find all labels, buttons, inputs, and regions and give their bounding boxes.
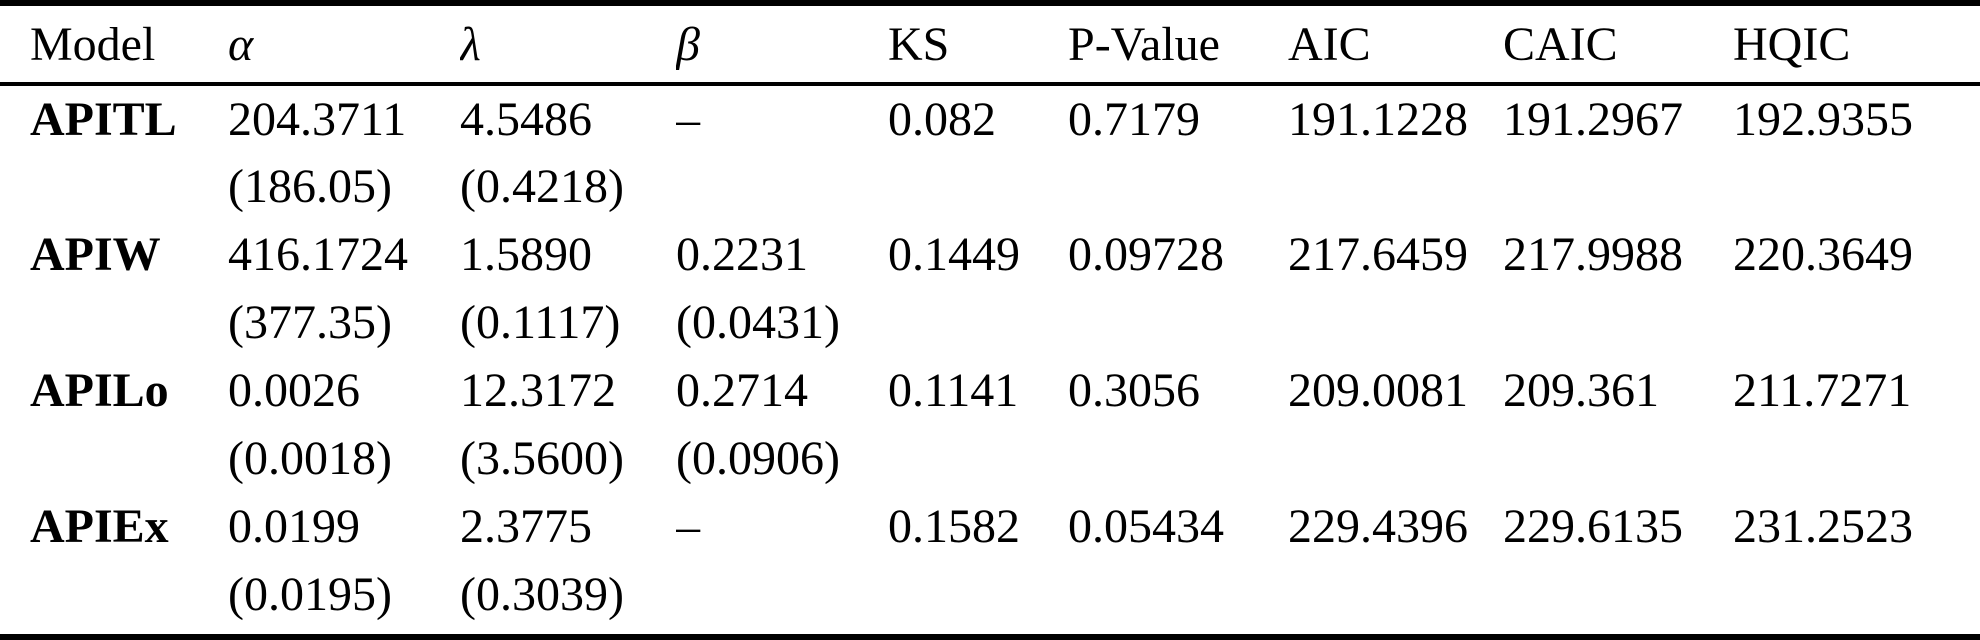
cell-empty (1068, 560, 1288, 628)
col-header-hqic: HQIC (1733, 6, 1980, 86)
cell-alpha-estimate: 0.0199 (228, 499, 360, 553)
cell-lambda-se: (3.5600) (460, 431, 624, 485)
model-name: APITL (30, 92, 177, 146)
cell-lambda-estimate: 2.3775 (460, 499, 592, 553)
cell-empty (1503, 560, 1733, 628)
cell-caic: 217.9988 (1503, 227, 1683, 281)
row-apilo-standard-errors: (0.0018) (3.5600) (0.0906) (0, 424, 1980, 492)
cell-pvalue: 0.7179 (1068, 92, 1200, 146)
cell-beta-se: (0.0906) (676, 431, 840, 485)
cell-ks: 0.1449 (888, 227, 1020, 281)
cell-lambda-se: (0.4218) (460, 159, 624, 213)
cell-empty (1733, 152, 1980, 220)
col-header-pvalue: P-Value (1068, 6, 1288, 86)
cell-lambda-se: (0.3039) (460, 567, 624, 621)
cell-pvalue: 0.09728 (1068, 227, 1224, 281)
cell-empty (888, 152, 1068, 220)
row-apitl-estimates: APITL 204.3711 4.5486 – 0.082 0.7179 191… (0, 84, 1980, 152)
cell-empty (0, 152, 228, 220)
cell-caic: 209.361 (1503, 363, 1659, 417)
cell-hqic: 220.3649 (1733, 227, 1913, 281)
cell-empty (1288, 288, 1503, 356)
row-apiw-estimates: APIW 416.1724 1.5890 0.2231 0.1449 0.097… (0, 220, 1980, 288)
cell-pvalue: 0.05434 (1068, 499, 1224, 553)
cell-alpha-se: (0.0018) (228, 431, 392, 485)
cell-empty (1733, 560, 1980, 628)
cell-beta-estimate: 0.2714 (676, 363, 808, 417)
cell-lambda-estimate: 4.5486 (460, 92, 592, 146)
col-header-alpha: α (228, 6, 460, 86)
cell-empty (1068, 152, 1288, 220)
cell-empty (888, 288, 1068, 356)
cell-empty (888, 424, 1068, 492)
col-header-beta: β (676, 6, 888, 86)
cell-aic: 209.0081 (1288, 363, 1468, 417)
cell-beta-se (676, 152, 888, 220)
cell-empty (1503, 152, 1733, 220)
cell-beta-se (676, 560, 888, 628)
cell-beta-se: (0.0431) (676, 295, 840, 349)
cell-empty (0, 424, 228, 492)
cell-empty (1068, 288, 1288, 356)
cell-empty (1503, 424, 1733, 492)
cell-aic: 229.4396 (1288, 499, 1468, 553)
cell-lambda-estimate: 1.5890 (460, 227, 592, 281)
model-name: APILo (30, 363, 169, 417)
header-row: Model α λ β KS P-Value AIC CAIC HQIC (0, 6, 1980, 86)
cell-lambda-se: (0.1117) (460, 295, 621, 349)
cell-caic: 229.6135 (1503, 499, 1683, 553)
cell-ks: 0.1141 (888, 363, 1019, 417)
col-header-ks: KS (888, 6, 1068, 86)
cell-hqic: 211.7271 (1733, 363, 1912, 417)
row-apiex-standard-errors: (0.0195) (0.3039) (0, 560, 1980, 628)
cell-pvalue: 0.3056 (1068, 363, 1200, 417)
col-header-aic: AIC (1288, 6, 1503, 86)
cell-ks: 0.082 (888, 92, 996, 146)
cell-aic: 191.1228 (1288, 92, 1468, 146)
cell-ks: 0.1582 (888, 499, 1020, 553)
cell-alpha-se: (186.05) (228, 159, 392, 213)
row-apiw-standard-errors: (377.35) (0.1117) (0.0431) (0, 288, 1980, 356)
row-apitl-standard-errors: (186.05) (0.4218) (0, 152, 1980, 220)
cell-empty (0, 560, 228, 628)
row-apilo-estimates: APILo 0.0026 12.3172 0.2714 0.1141 0.305… (0, 356, 1980, 424)
cell-hqic: 231.2523 (1733, 499, 1913, 553)
cell-empty (1288, 424, 1503, 492)
cell-alpha-estimate: 0.0026 (228, 363, 360, 417)
cell-empty (0, 288, 228, 356)
cell-empty (1288, 560, 1503, 628)
col-header-caic: CAIC (1503, 6, 1733, 86)
cell-caic: 191.2967 (1503, 92, 1683, 146)
model-fit-results-table: Model α λ β KS P-Value AIC CAIC HQIC API… (0, 6, 1980, 628)
cell-beta-estimate: – (676, 92, 700, 146)
cell-alpha-estimate: 204.3711 (228, 92, 407, 146)
cell-lambda-estimate: 12.3172 (460, 363, 616, 417)
cell-beta-estimate: 0.2231 (676, 227, 808, 281)
cell-empty (1288, 152, 1503, 220)
model-name: APIEx (30, 499, 169, 553)
cell-empty (888, 560, 1068, 628)
cell-empty (1503, 288, 1733, 356)
col-header-lambda: λ (460, 6, 676, 86)
model-name: APIW (30, 227, 161, 281)
cell-empty (1068, 424, 1288, 492)
cell-alpha-estimate: 416.1724 (228, 227, 408, 281)
row-apiex-estimates: APIEx 0.0199 2.3775 – 0.1582 0.05434 229… (0, 492, 1980, 560)
cell-alpha-se: (0.0195) (228, 567, 392, 621)
cell-alpha-se: (377.35) (228, 295, 392, 349)
cell-empty (1733, 424, 1980, 492)
cell-hqic: 192.9355 (1733, 92, 1913, 146)
cell-beta-estimate: – (676, 499, 700, 553)
col-header-model: Model (0, 6, 228, 86)
cell-aic: 217.6459 (1288, 227, 1468, 281)
cell-empty (1733, 288, 1980, 356)
